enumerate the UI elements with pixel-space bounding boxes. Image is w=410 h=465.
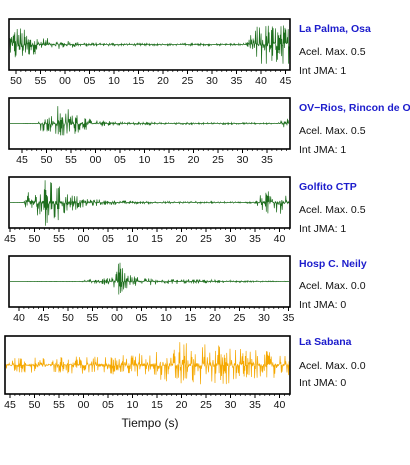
x-tick-label: 00: [90, 154, 102, 166]
x-tick-label: 50: [41, 154, 53, 166]
x-tick-label: 15: [151, 233, 163, 245]
accel-label-3: Acel. Max. 0.5: [299, 204, 366, 216]
x-tick-label: 05: [84, 75, 96, 87]
x-tick-label: 45: [4, 399, 16, 411]
x-tick-label: 30: [225, 233, 237, 245]
x-tick-label: 40: [13, 312, 25, 324]
x-tick-label: 15: [133, 75, 145, 87]
jma-label-2: Int JMA: 1: [299, 144, 347, 156]
x-tick-label: 35: [249, 399, 261, 411]
station-name-1: La Palma, Osa: [299, 23, 371, 35]
waveform-trace-4: [10, 262, 290, 295]
x-tick-label: 35: [231, 75, 243, 87]
x-tick-label: 50: [10, 75, 22, 87]
x-tick-label: 20: [188, 154, 200, 166]
x-tick-label: 10: [160, 312, 172, 324]
accel-label-1: Acel. Max. 0.5: [299, 46, 366, 58]
panel-frame-3: [8, 176, 291, 229]
x-tick-label: 05: [102, 233, 114, 245]
x-tick-label: 30: [237, 154, 249, 166]
x-tick-label: 55: [87, 312, 99, 324]
x-tick-label: 25: [200, 399, 212, 411]
x-tick-label: 30: [225, 399, 237, 411]
x-tick-label: 35: [261, 154, 273, 166]
x-tick-label: 40: [274, 399, 286, 411]
jma-label-5: Int JMA: 0: [299, 377, 347, 389]
x-tick-label: 25: [200, 233, 212, 245]
accel-label-2: Acel. Max. 0.5: [299, 125, 366, 137]
x-tick-label: 50: [62, 312, 74, 324]
accel-label-5: Acel. Max. 0.0: [299, 360, 366, 372]
x-tick-label: 10: [139, 154, 151, 166]
x-tick-label: 45: [280, 75, 292, 87]
panel-frame-1: [8, 18, 291, 71]
x-tick-label: 15: [185, 312, 197, 324]
x-tick-label: 55: [35, 75, 47, 87]
x-tick-label: 00: [78, 399, 90, 411]
x-tick-label: 15: [151, 399, 163, 411]
waveform-trace-3: [10, 180, 290, 226]
station-name-3: Golfito CTP: [299, 181, 357, 193]
x-tick-label: 35: [283, 312, 295, 324]
x-tick-label: 50: [29, 399, 41, 411]
x-axis-title: Tiempo (s): [121, 416, 179, 430]
station-name-2: OV−Rios, Rincon de Os: [299, 102, 410, 114]
x-tick-label: 55: [65, 154, 77, 166]
x-tick-label: 20: [176, 399, 188, 411]
x-tick-label: 55: [53, 233, 65, 245]
x-tick-label: 45: [38, 312, 50, 324]
x-tick-label: 05: [102, 399, 114, 411]
jma-label-3: Int JMA: 1: [299, 223, 347, 235]
station-name-5: La Sabana: [299, 336, 352, 348]
x-tick-label: 20: [209, 312, 221, 324]
x-tick-label: 05: [114, 154, 126, 166]
x-tick-label: 00: [59, 75, 71, 87]
x-tick-label: 10: [108, 75, 120, 87]
accel-label-4: Acel. Max. 0.0: [299, 280, 366, 292]
x-tick-label: 40: [255, 75, 267, 87]
panel-frame-4: [8, 255, 291, 308]
x-tick-label: 05: [136, 312, 148, 324]
x-tick-label: 30: [258, 312, 270, 324]
x-tick-label: 40: [274, 233, 286, 245]
x-tick-label: 55: [53, 399, 65, 411]
x-tick-label: 35: [249, 233, 261, 245]
x-tick-label: 10: [127, 233, 139, 245]
station-name-4: Hosp C. Neily: [299, 258, 367, 270]
x-tick-label: 15: [163, 154, 175, 166]
x-tick-label: 20: [157, 75, 169, 87]
waveform-trace-1: [9, 25, 290, 64]
x-tick-label: 30: [206, 75, 218, 87]
x-tick-label: 00: [78, 233, 90, 245]
x-tick-label: 20: [176, 233, 188, 245]
x-tick-label: 25: [182, 75, 194, 87]
x-tick-label: 25: [234, 312, 246, 324]
waveform-trace-5: [5, 342, 290, 385]
x-tick-label: 25: [212, 154, 224, 166]
x-tick-label: 10: [127, 399, 139, 411]
jma-label-4: Int JMA: 0: [299, 299, 347, 311]
x-tick-label: 45: [16, 154, 28, 166]
jma-label-1: Int JMA: 1: [299, 65, 347, 77]
x-tick-label: 00: [111, 312, 123, 324]
x-tick-label: 50: [29, 233, 41, 245]
waveform-trace-2: [10, 106, 290, 136]
x-tick-label: 45: [4, 233, 16, 245]
